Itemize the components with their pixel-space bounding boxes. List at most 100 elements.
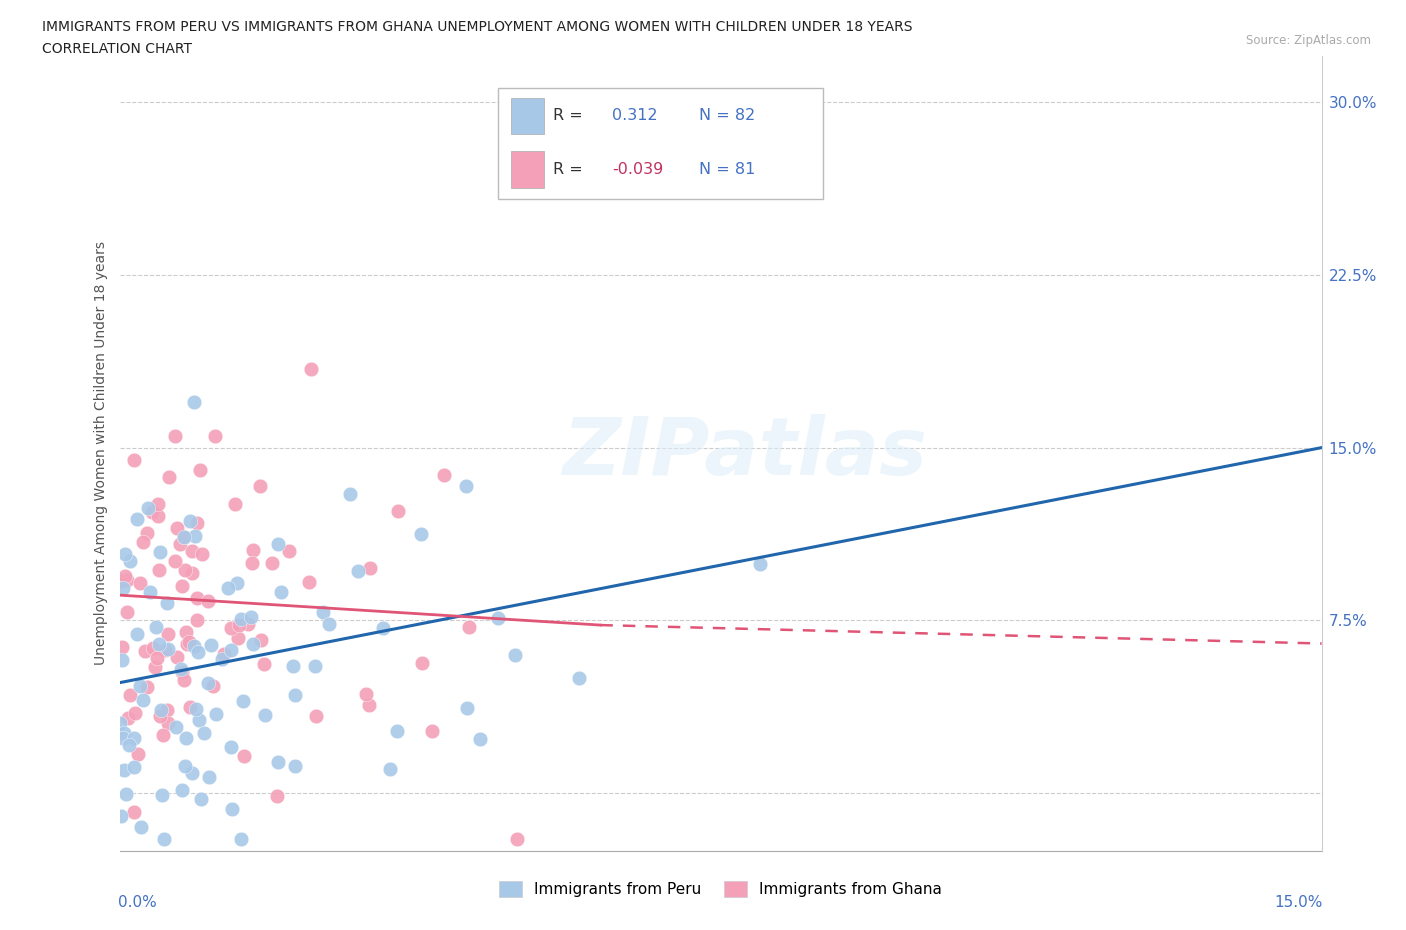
Text: N = 81: N = 81 [699,162,756,177]
Point [214,646,236,661]
Y-axis label: Unemployment Among Women with Children Under 18 years: Unemployment Among Women with Children U… [94,242,108,665]
Point [221,739,243,754]
Point [118,688,141,703]
Point [120,553,142,568]
Point [232,694,254,709]
Point [172,664,194,679]
Point [176,637,198,652]
Point [254,707,277,722]
Point [166,520,188,535]
Point [221,801,243,816]
Point [134,644,156,658]
Point [111,731,134,746]
Point [111,652,134,667]
Point [186,612,208,627]
Point [186,515,208,530]
Point [318,617,340,631]
Point [200,638,222,653]
Text: CORRELATION CHART: CORRELATION CHART [42,42,193,56]
Point [127,746,149,761]
Point [298,575,321,590]
Point [568,671,591,685]
Point [112,763,135,777]
Point [156,702,179,717]
Point [359,561,381,576]
Point [278,543,301,558]
Point [228,618,250,632]
Text: 0.312: 0.312 [612,109,658,124]
Point [387,503,409,518]
Point [149,709,172,724]
Point [188,462,211,477]
Point [132,534,155,549]
Point [205,707,228,722]
Point [148,637,170,652]
Point [156,715,179,730]
Point [191,547,214,562]
Point [118,737,141,752]
Point [173,529,195,544]
Point [159,470,181,485]
Point [129,576,152,591]
Text: R =: R = [554,109,583,124]
Point [117,573,139,588]
Point [226,576,249,591]
Point [173,530,195,545]
Point [188,712,211,727]
Point [253,657,276,671]
Point [266,788,288,803]
Text: IMMIGRANTS FROM PERU VS IMMIGRANTS FROM GHANA UNEMPLOYMENT AMONG WOMEN WITH CHIL: IMMIGRANTS FROM PERU VS IMMIGRANTS FROM … [42,20,912,34]
Point [174,731,197,746]
Point [125,512,148,526]
Point [136,679,159,694]
Point [456,479,478,494]
Point [242,636,264,651]
Point [111,639,134,654]
Point [339,487,361,502]
Point [124,760,146,775]
Point [145,619,167,634]
Point [114,546,136,561]
Point [165,429,187,444]
Point [187,644,209,659]
Point [129,819,152,834]
Point [305,709,328,724]
Text: 15.0%: 15.0% [1274,895,1323,910]
Point [433,468,456,483]
Point [249,632,271,647]
Point [204,429,226,444]
Point [180,765,202,780]
Point [172,578,194,593]
Point [229,612,252,627]
Point [156,595,179,610]
Point [456,700,478,715]
FancyBboxPatch shape [512,98,544,134]
Point [124,804,146,819]
Point [183,639,205,654]
Point [115,605,138,620]
Point [197,675,219,690]
Point [142,641,165,656]
Point [267,537,290,551]
Point [153,832,176,847]
Point [219,620,242,635]
Point [177,634,200,649]
Point [420,724,443,738]
Point [270,584,292,599]
Point [110,809,132,824]
Point [356,686,378,701]
Point [169,537,191,551]
Point [284,688,307,703]
Point [149,702,172,717]
Point [183,394,205,409]
Point [127,627,149,642]
Point [112,580,135,595]
Point [157,642,180,657]
Point [152,788,174,803]
Point [359,698,381,712]
Point [284,758,307,773]
Point [165,719,187,734]
Point [197,593,219,608]
Point [163,553,186,568]
Point [115,787,138,802]
